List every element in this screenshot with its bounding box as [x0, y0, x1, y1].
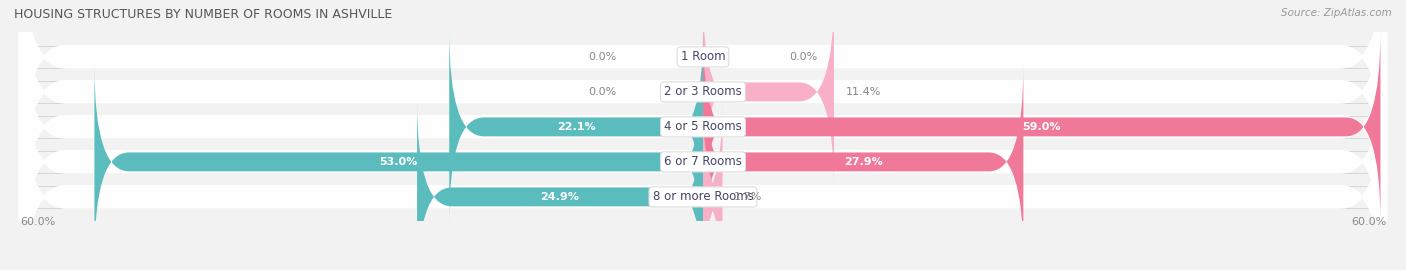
FancyBboxPatch shape: [20, 0, 1386, 186]
Text: 60.0%: 60.0%: [1351, 217, 1386, 227]
Text: 60.0%: 60.0%: [20, 217, 55, 227]
Text: 0.0%: 0.0%: [589, 52, 617, 62]
Text: 53.0%: 53.0%: [380, 157, 418, 167]
Legend: Owner-occupied, Renter-occupied: Owner-occupied, Renter-occupied: [569, 265, 837, 270]
Text: 0.0%: 0.0%: [789, 52, 817, 62]
FancyBboxPatch shape: [688, 101, 738, 270]
Text: Source: ZipAtlas.com: Source: ZipAtlas.com: [1281, 8, 1392, 18]
Text: 59.0%: 59.0%: [1022, 122, 1062, 132]
Text: 8 or more Rooms: 8 or more Rooms: [652, 190, 754, 203]
FancyBboxPatch shape: [20, 33, 1386, 270]
Text: 24.9%: 24.9%: [541, 192, 579, 202]
Text: HOUSING STRUCTURES BY NUMBER OF ROOMS IN ASHVILLE: HOUSING STRUCTURES BY NUMBER OF ROOMS IN…: [14, 8, 392, 21]
Text: 27.9%: 27.9%: [844, 157, 883, 167]
FancyBboxPatch shape: [418, 101, 703, 270]
FancyBboxPatch shape: [703, 66, 1024, 258]
Text: 4 or 5 Rooms: 4 or 5 Rooms: [664, 120, 742, 133]
Text: 2 or 3 Rooms: 2 or 3 Rooms: [664, 85, 742, 98]
Text: 1.7%: 1.7%: [734, 192, 762, 202]
FancyBboxPatch shape: [20, 0, 1386, 256]
Text: 0.0%: 0.0%: [589, 87, 617, 97]
FancyBboxPatch shape: [20, 68, 1386, 270]
FancyBboxPatch shape: [450, 31, 703, 222]
FancyBboxPatch shape: [94, 66, 703, 258]
Text: 1 Room: 1 Room: [681, 50, 725, 63]
FancyBboxPatch shape: [703, 31, 1381, 222]
Text: 11.4%: 11.4%: [845, 87, 880, 97]
Text: 22.1%: 22.1%: [557, 122, 595, 132]
FancyBboxPatch shape: [20, 0, 1386, 221]
Text: 6 or 7 Rooms: 6 or 7 Rooms: [664, 156, 742, 168]
FancyBboxPatch shape: [703, 0, 834, 187]
